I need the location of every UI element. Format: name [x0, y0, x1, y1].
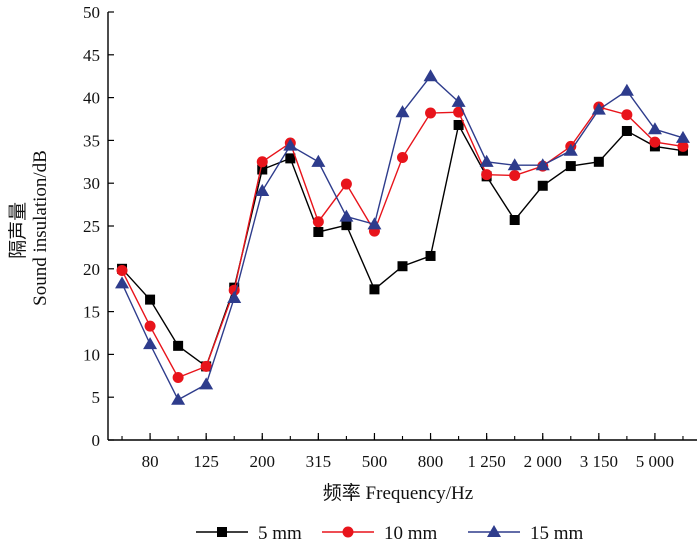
y-tick-label: 30 [83, 174, 100, 193]
data-point [144, 320, 156, 332]
y-tick-label: 35 [83, 131, 100, 150]
y-axis-title: 隔声量 Sound insulation/dB [7, 150, 51, 306]
legend-item: 15 mm [468, 523, 584, 544]
y-tick-label: 15 [83, 303, 100, 322]
series-10-mm [116, 101, 689, 384]
x-tick-label: 125 [193, 452, 219, 471]
data-point [283, 138, 298, 151]
data-point [171, 392, 186, 405]
data-point [397, 152, 408, 164]
data-point [481, 169, 493, 181]
data-point [257, 164, 268, 175]
x-tick-label: 80 [142, 452, 159, 471]
x-tick-label: 5 000 [636, 452, 674, 471]
data-point [312, 216, 324, 228]
data-point [565, 161, 576, 172]
y-axis-title-en: Sound insulation/dB [30, 150, 51, 306]
data-point [369, 284, 380, 295]
y-tick-label: 10 [83, 345, 100, 364]
series-15-mm [115, 69, 690, 405]
x-tick-label: 315 [306, 452, 332, 471]
data-point [619, 83, 634, 96]
legend-label: 10 mm [384, 523, 438, 544]
data-point [451, 94, 466, 107]
x-tick-label: 2 000 [524, 452, 562, 471]
data-point [143, 337, 158, 350]
data-point [425, 107, 437, 119]
x-tick-label: 3 150 [580, 452, 618, 471]
y-tick-label: 0 [92, 431, 101, 450]
y-tick-label: 5 [92, 388, 101, 407]
data-point [172, 372, 184, 384]
data-point [395, 105, 410, 118]
legend-label: 5 mm [258, 523, 302, 544]
data-point [340, 178, 352, 190]
data-point [311, 154, 326, 167]
data-point [339, 209, 354, 222]
data-point [255, 183, 270, 196]
legend-marker [487, 525, 501, 538]
y-tick-label: 40 [83, 89, 100, 108]
data-point [453, 119, 464, 130]
data-point [367, 217, 382, 230]
series-line [121, 75, 684, 401]
series-layer [115, 69, 690, 405]
plot-frame [107, 12, 697, 441]
x-tick-label: 800 [418, 452, 444, 471]
legend-marker [217, 527, 227, 537]
data-point [199, 377, 214, 390]
y-tick-label: 45 [83, 46, 100, 65]
data-point [313, 226, 324, 237]
y-tick-label: 25 [83, 217, 100, 236]
data-point [677, 140, 689, 152]
data-point [509, 215, 520, 226]
data-point [537, 180, 548, 191]
data-point [423, 69, 438, 82]
data-point [675, 130, 690, 143]
x-tick-label: 500 [362, 452, 388, 471]
legend-item: 5 mm [196, 523, 302, 544]
legend-label: 15 mm [530, 523, 584, 544]
data-point [425, 250, 436, 261]
data-point [591, 102, 606, 115]
x-tick-label: 1 250 [468, 452, 506, 471]
data-point [341, 220, 352, 231]
data-point [256, 156, 268, 168]
data-point [479, 154, 494, 167]
data-point [397, 261, 408, 272]
data-point [116, 265, 128, 277]
data-point [535, 158, 550, 171]
data-point [227, 290, 242, 303]
data-point [593, 156, 604, 167]
data-point [621, 109, 633, 121]
y-axis-title-cn: 隔声量 [7, 202, 29, 259]
data-point [621, 125, 632, 136]
x-axis: 80 125 200 315 500 800 1 250 2 000 3 150 5 000 [121, 433, 684, 471]
data-point [285, 153, 296, 164]
data-point [115, 276, 130, 289]
data-point [173, 340, 184, 351]
legend-marker [342, 526, 354, 538]
data-point [507, 158, 522, 171]
y-axis: 0 5 10 15 20 25 30 35 40 45 50 [83, 3, 114, 450]
x-axis-title: 频率 Frequency/Hz [323, 482, 473, 504]
data-point [200, 360, 212, 372]
data-point [453, 106, 465, 118]
legend: 5 mm 10 mm 15 mm [196, 523, 584, 544]
legend-item: 10 mm [322, 523, 438, 544]
data-point [647, 122, 662, 135]
data-point [145, 294, 156, 305]
x-tick-label: 200 [250, 452, 276, 471]
y-tick-label: 20 [83, 260, 100, 279]
data-point [563, 143, 578, 156]
data-point [509, 169, 521, 181]
series-line [121, 106, 684, 379]
data-point [649, 136, 661, 148]
y-tick-label: 50 [83, 3, 100, 22]
